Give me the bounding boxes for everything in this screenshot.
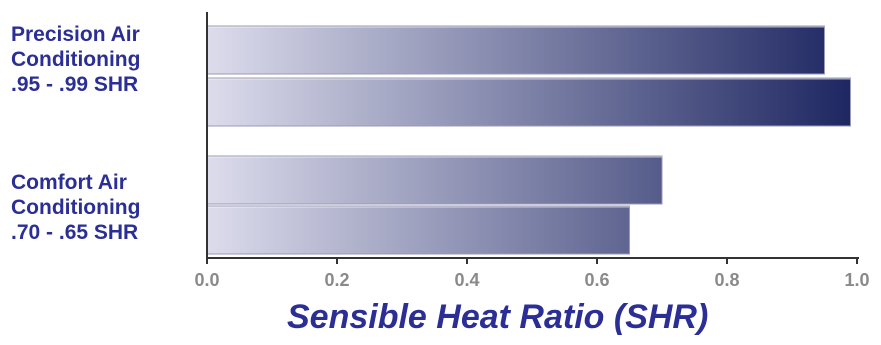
category-label-line: Conditioning — [11, 48, 141, 71]
bar — [206, 155, 663, 205]
x-tick-label: 1.0 — [844, 270, 870, 290]
category-label-line: .70 - .65 SHR — [11, 221, 139, 244]
x-tick-label: 0.8 — [714, 270, 740, 290]
category-label-comfort: Comfort Air Conditioning .70 - .65 SHR — [11, 170, 140, 245]
x-tick-label: 0.0 — [194, 270, 220, 290]
bar — [206, 25, 825, 75]
x-tick-label: 0.6 — [584, 270, 610, 290]
category-label-line: Precision Air — [11, 23, 140, 46]
bars-layer — [206, 25, 851, 255]
x-axis-title: Sensible Heat Ratio (SHR) — [287, 298, 709, 336]
bar — [206, 77, 851, 127]
category-label-line: Comfort Air — [11, 171, 127, 194]
category-label-precision: Precision Air Conditioning .95 - .99 SHR — [11, 22, 140, 97]
category-label-line: .95 - .99 SHR — [11, 73, 139, 96]
category-label-line: Conditioning — [11, 196, 141, 219]
axes-layer — [206, 12, 859, 264]
x-tick-label: 0.2 — [324, 270, 350, 290]
x-tick-label: 0.4 — [454, 270, 480, 290]
bar — [206, 205, 630, 255]
